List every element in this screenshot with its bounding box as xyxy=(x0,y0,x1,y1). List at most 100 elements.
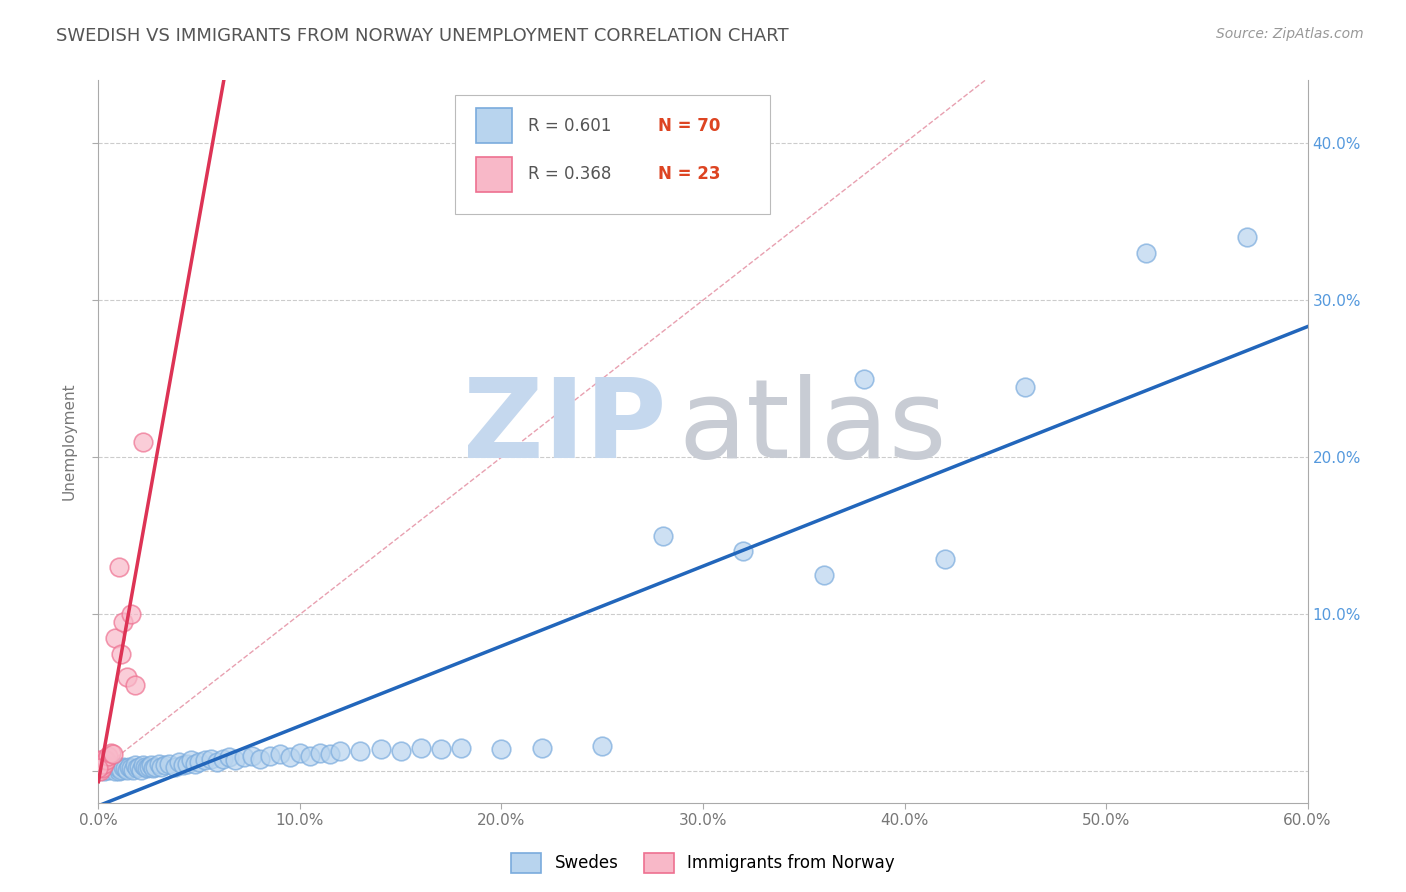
Point xyxy=(1236,230,1258,244)
Y-axis label: Unemployment: Unemployment xyxy=(62,383,77,500)
FancyBboxPatch shape xyxy=(475,109,512,143)
Point xyxy=(138,760,160,774)
Point xyxy=(120,761,142,775)
Point xyxy=(172,758,194,772)
Point xyxy=(91,761,114,775)
Point xyxy=(299,748,322,763)
Point xyxy=(107,560,129,574)
Point xyxy=(134,760,156,774)
Point xyxy=(93,752,115,766)
Point xyxy=(200,752,222,766)
Point xyxy=(107,761,129,775)
Point xyxy=(125,761,148,775)
Point xyxy=(115,763,138,777)
Point xyxy=(110,647,132,661)
Point xyxy=(813,568,835,582)
Text: N = 70: N = 70 xyxy=(658,117,721,135)
Point xyxy=(100,746,122,760)
Point xyxy=(87,761,110,775)
Point xyxy=(142,761,165,775)
Point xyxy=(207,755,229,769)
Point xyxy=(132,434,155,449)
FancyBboxPatch shape xyxy=(475,157,512,192)
Point xyxy=(107,764,129,779)
Text: N = 23: N = 23 xyxy=(658,165,721,183)
Text: R = 0.601: R = 0.601 xyxy=(527,117,612,135)
Point xyxy=(430,742,453,756)
Point xyxy=(259,748,281,763)
Point xyxy=(157,756,180,771)
Point xyxy=(184,756,207,771)
Point xyxy=(132,758,155,772)
Point xyxy=(349,744,371,758)
Point xyxy=(91,756,114,771)
Point xyxy=(97,763,120,777)
Point xyxy=(111,615,134,630)
Point xyxy=(319,747,342,761)
Point xyxy=(111,760,134,774)
Point xyxy=(110,763,132,777)
Point xyxy=(1014,379,1036,393)
Text: atlas: atlas xyxy=(679,374,948,481)
Point xyxy=(212,752,235,766)
Point xyxy=(120,607,142,622)
Point xyxy=(218,750,240,764)
Point xyxy=(103,631,125,645)
Point xyxy=(450,740,472,755)
Point xyxy=(149,760,172,774)
Point xyxy=(114,761,136,775)
Legend: Swedes, Immigrants from Norway: Swedes, Immigrants from Norway xyxy=(505,847,901,880)
Point xyxy=(135,761,157,775)
Point xyxy=(87,753,110,767)
Point xyxy=(651,529,673,543)
Point xyxy=(148,756,170,771)
Point xyxy=(128,760,150,774)
Point xyxy=(278,750,301,764)
Point xyxy=(115,670,138,684)
Point xyxy=(309,746,332,760)
Point xyxy=(180,753,202,767)
Point xyxy=(194,753,217,767)
Point xyxy=(188,755,211,769)
Text: ZIP: ZIP xyxy=(464,374,666,481)
Text: Source: ZipAtlas.com: Source: ZipAtlas.com xyxy=(1216,27,1364,41)
Point xyxy=(96,753,118,767)
Point xyxy=(93,756,115,771)
Point xyxy=(101,761,124,775)
Point xyxy=(105,760,128,774)
Point xyxy=(288,746,311,760)
Point xyxy=(121,763,143,777)
Point xyxy=(269,747,291,761)
Point xyxy=(167,755,190,769)
Point xyxy=(1135,246,1157,260)
Point xyxy=(124,678,146,692)
Point xyxy=(370,742,392,756)
Point xyxy=(87,756,110,771)
Point xyxy=(934,552,956,566)
Point xyxy=(224,753,246,767)
Point xyxy=(101,747,124,761)
Point xyxy=(591,739,613,754)
FancyBboxPatch shape xyxy=(456,95,769,214)
Point xyxy=(124,758,146,772)
Point xyxy=(853,372,876,386)
Point xyxy=(93,764,115,779)
Point xyxy=(232,750,254,764)
Point xyxy=(153,758,176,772)
Point xyxy=(163,760,186,774)
Point xyxy=(143,760,166,774)
Point xyxy=(129,763,152,777)
Point xyxy=(87,760,110,774)
Point xyxy=(118,760,141,774)
Point xyxy=(249,752,271,766)
Point xyxy=(103,764,125,779)
Point xyxy=(733,544,755,558)
Point xyxy=(389,744,412,758)
Point xyxy=(530,740,553,755)
Point xyxy=(89,760,111,774)
Point xyxy=(139,758,162,772)
Point xyxy=(409,740,432,755)
Point xyxy=(87,764,110,779)
Text: SWEDISH VS IMMIGRANTS FROM NORWAY UNEMPLOYMENT CORRELATION CHART: SWEDISH VS IMMIGRANTS FROM NORWAY UNEMPL… xyxy=(56,27,789,45)
Point xyxy=(240,748,263,763)
